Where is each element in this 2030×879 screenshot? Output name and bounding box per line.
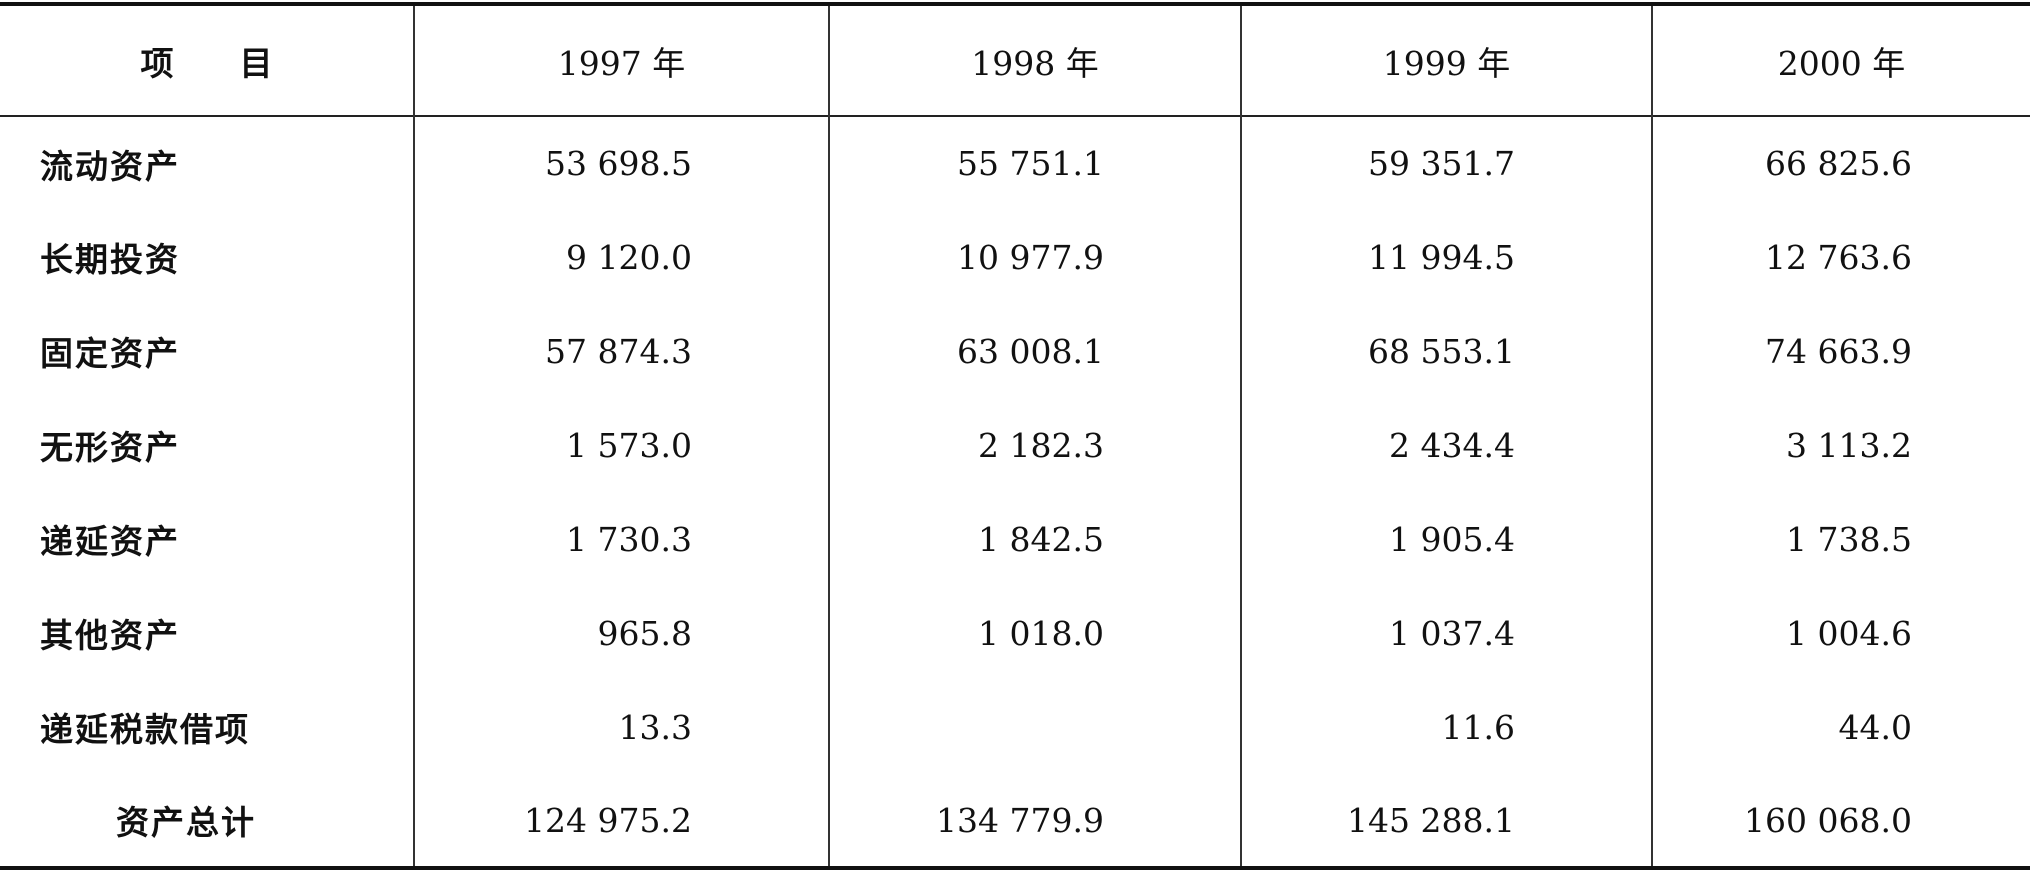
value-cell: 1 842.5: [828, 492, 1241, 586]
value-cell: 44.0: [1651, 680, 2030, 774]
table-row: 递延税款借项 13.3 11.6 44.0: [0, 680, 2030, 774]
row-label: 无形资产: [40, 428, 180, 467]
row-label: 流动资产: [40, 146, 180, 186]
value-cell: 12 763.6: [1651, 210, 2030, 304]
header-row: 项 目 1997 年 1998 年 1999 年 2000 年: [0, 4, 2030, 116]
value-cell: 1 730.3: [413, 492, 829, 586]
value-cell: 13.3: [413, 680, 829, 774]
value-cell: 1 037.4: [1240, 586, 1652, 680]
row-label: 长期投资: [40, 240, 180, 279]
value-cell: 55 751.1: [828, 116, 1241, 210]
value-cell: 11.6: [1240, 680, 1652, 774]
value-cell: 1 905.4: [1240, 492, 1652, 586]
value-cell: 1 738.5: [1651, 492, 2030, 586]
value-cell: 63 008.1: [828, 304, 1241, 398]
value-cell: 2 434.4: [1240, 398, 1652, 492]
value-cell: 160 068.0: [1651, 774, 2030, 868]
value-cell: 10 977.9: [828, 210, 1241, 304]
value-cell: 1 573.0: [413, 398, 829, 492]
row-label: 其他资产: [40, 616, 180, 655]
value-cell: 66 825.6: [1651, 116, 2030, 210]
value-cell: 965.8: [413, 586, 829, 680]
row-label: 递延税款借项: [40, 710, 250, 749]
value-cell: 1 004.6: [1651, 586, 2030, 680]
value-cell: 134 779.9: [828, 774, 1241, 868]
value-cell: 59 351.7: [1240, 116, 1652, 210]
table-row: 无形资产 1 573.0 2 182.3 2 434.4 3 113.2: [0, 398, 2030, 492]
header-cell: 项 目: [140, 43, 273, 83]
row-label: 资产总计: [116, 803, 256, 842]
value-cell: 11 994.5: [1240, 210, 1652, 304]
table-row: 递延资产 1 730.3 1 842.5 1 905.4 1 738.5: [0, 492, 2030, 586]
value-cell: 57 874.3: [413, 304, 829, 398]
table-row: 固定资产 57 874.3 63 008.1 68 553.1 74 663.9: [0, 304, 2030, 398]
table-row: 资产总计 124 975.2 134 779.9 145 288.1 160 068.0: [0, 774, 2030, 868]
value-cell: 3 113.2: [1651, 398, 2030, 492]
table-row: 流动资产 53 698.5 55 751.1 59 351.7 66 825.6: [0, 116, 2030, 210]
value-cell: 2 182.3: [828, 398, 1241, 492]
table-body: 流动资产 53 698.5 55 751.1 59 351.7 66 825.6 长期投资…: [0, 116, 2030, 868]
value-cell: 74 663.9: [1651, 304, 2030, 398]
table-header: 项 目 1997 年 1998 年 1999 年 2000 年: [0, 4, 2030, 116]
header-cell: 2000 年: [1651, 4, 2030, 116]
header-cell: 1999 年: [1240, 4, 1652, 116]
row-label: 固定资产: [40, 334, 180, 373]
header-cell: 1997 年: [413, 4, 829, 116]
value-cell: 124 975.2: [413, 774, 829, 868]
value-cell: 9 120.0: [413, 210, 829, 304]
header-cell: 1998 年: [828, 4, 1241, 116]
empty-cell: [828, 680, 1241, 774]
table-row: 长期投资 9 120.0 10 977.9 11 994.5 12 763.6: [0, 210, 2030, 304]
table-row: 其他资产 965.8 1 018.0 1 037.4 1 004.6: [0, 586, 2030, 680]
value-cell: 53 698.5: [413, 116, 829, 210]
row-label: 递延资产: [40, 522, 180, 561]
value-cell: 68 553.1: [1240, 304, 1652, 398]
value-cell: 145 288.1: [1240, 774, 1652, 868]
value-cell: 1 018.0: [828, 586, 1241, 680]
